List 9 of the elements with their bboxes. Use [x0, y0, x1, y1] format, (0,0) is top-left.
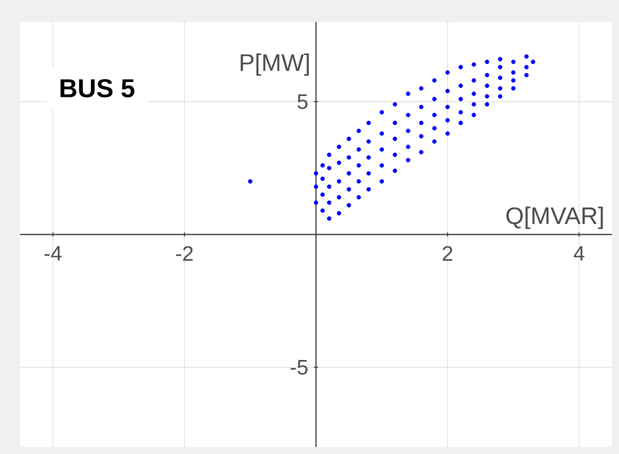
- x-axis-title: Q[MVAR]: [506, 206, 603, 229]
- x-tick-label: 4: [574, 246, 584, 261]
- x-tick-label: -2: [176, 246, 193, 261]
- x-tick-label: 2: [442, 246, 452, 261]
- y-tick-label: -5: [290, 360, 308, 375]
- y-axis-title: P[MW]: [240, 54, 309, 76]
- y-tick-label: 5: [298, 94, 308, 109]
- x-tick-label: -4: [44, 246, 62, 261]
- text: BUS 5: [60, 79, 134, 98]
